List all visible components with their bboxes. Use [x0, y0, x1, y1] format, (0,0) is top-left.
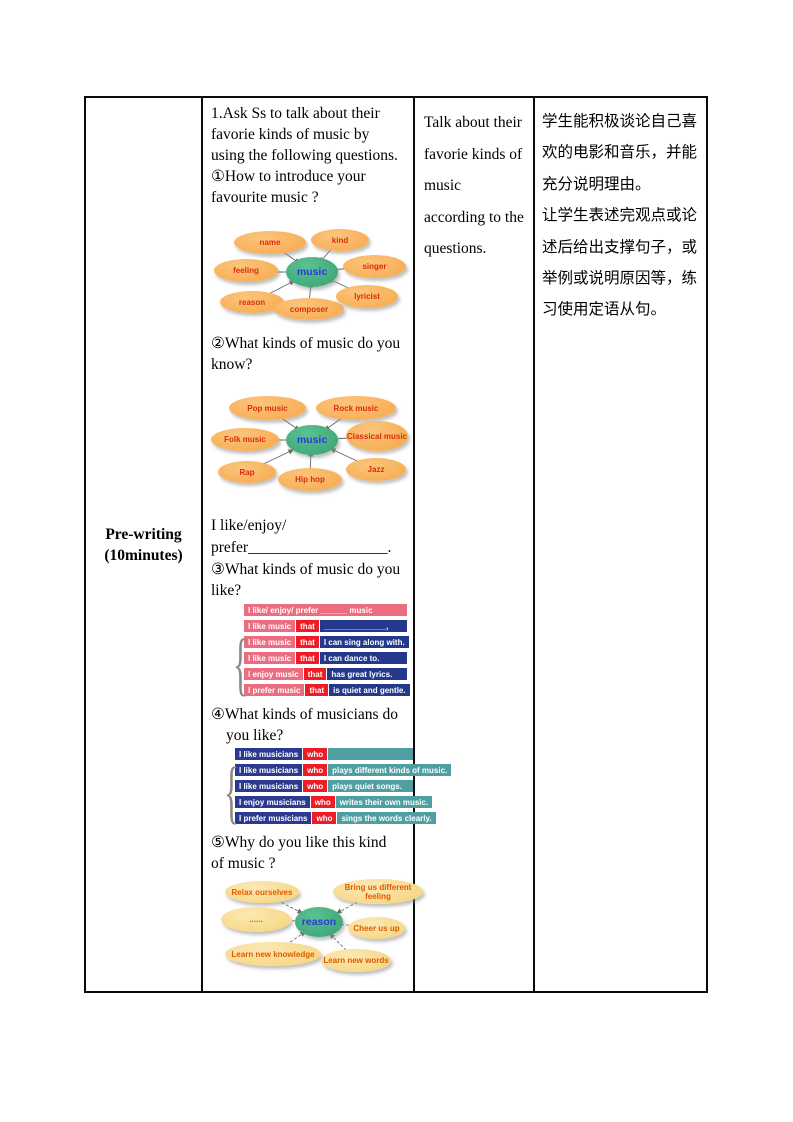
stage-cell: Pre-writing (10minutes) — [86, 98, 203, 991]
sentence-bar: I like music that ______________, — [244, 620, 407, 632]
mindmap-node: Rock music — [316, 396, 396, 420]
sentence-bar: I enjoy musicians who writes their own mus… — [235, 796, 433, 808]
mindmap-node: feeling — [214, 259, 278, 282]
mindmap-node: Rap — [218, 461, 276, 483]
activity-line: according to the — [424, 208, 524, 226]
left-brace: { — [224, 754, 240, 831]
sentence-bar: I like musicians who plays different kinds… — [235, 764, 452, 776]
mindmap-node: ...... — [221, 907, 291, 932]
mindmap-node: kind — [311, 229, 369, 251]
mindmap-node: Jazz — [346, 458, 406, 481]
musician-sentence-bars: { I like musicians who I like musicians wh… — [224, 748, 452, 828]
evaluation-line: 举例或说明原因等，练 — [542, 269, 698, 288]
lesson-plan-table: Pre-writing (10minutes) 1.Ask Ss to talk… — [84, 96, 708, 993]
sentence-starter: I like/enjoy/ prefer__________________. — [211, 515, 405, 559]
mindmap-node: singer — [343, 255, 406, 278]
mindmap-node: Classical music — [346, 421, 408, 451]
evaluation-line: 欢的电影和音乐，并能 — [542, 143, 698, 162]
mindmap-center-node: music — [286, 257, 338, 287]
question-5-line2: of music ? — [211, 855, 276, 872]
mindmap-node: Relax ourselves — [225, 881, 299, 903]
stage-duration: (10minutes) — [104, 546, 183, 564]
activity-line: questions. — [424, 240, 487, 257]
sentence-bar: I like/ enjoy/ prefer ______ music — [244, 604, 407, 616]
question-1: ①How to introduce your favourite music ? — [211, 168, 366, 206]
mindmap-center-node: reason — [295, 907, 343, 937]
sentence-bar: I like music that I can sing along with. — [244, 636, 409, 648]
question-3: ③What kinds of music do you like? — [211, 561, 401, 599]
left-brace: { — [233, 626, 249, 703]
procedure-intro: 1.Ask Ss to talk about their favorie kin… — [211, 105, 398, 164]
mindmap-node: Cheer us up — [348, 917, 405, 939]
sentence-bar: I like musicians who — [235, 748, 413, 760]
evaluation-cell: 学生能积极谈论自己喜 欢的电影和音乐，并能 充分说明理由。 让学生表述完观点或论… — [535, 98, 706, 991]
mindmap-node: Learn new words — [321, 949, 391, 972]
mindmap-node: Hip hop — [278, 468, 342, 491]
sentence-starter-line2: prefer__________________. — [211, 539, 392, 556]
sentence-bar: I like music that I can dance to. — [244, 652, 407, 664]
question-5-line1: ⑤Why do you like this kind — [211, 834, 387, 851]
mindmap-node: name — [234, 231, 306, 254]
activity-cell: Talk about their favorie kinds of music … — [415, 98, 535, 991]
evaluation-line: 述后给出支撑句子，或 — [542, 237, 698, 256]
procedure-cell: 1.Ask Ss to talk about their favorie kin… — [203, 98, 452, 991]
question-4-line2: you like? — [226, 727, 284, 744]
music-sentence-bars: { I like/ enjoy/ prefer ______ music I l… — [233, 604, 410, 700]
mindmap-node: lyricist — [336, 285, 398, 308]
sentence-bar: I enjoy music that has great lyrics. — [244, 668, 407, 680]
question-2: ②What kinds of music do you know? — [211, 335, 401, 373]
activity-line: favorie kinds of — [424, 145, 523, 163]
reason-mindmap: Relax ourselves Bring us different feeli… — [213, 879, 423, 984]
evaluation-line: 习使用定语从句。 — [542, 300, 667, 319]
activity-line: music — [424, 177, 462, 194]
question-5: ⑤Why do you like this kind of music ? — [211, 832, 405, 874]
mindmap-node: Pop music — [229, 396, 306, 420]
evaluation-line: 让学生表述完观点或论 — [542, 206, 698, 225]
mindmap-node: Learn new knowledge — [225, 942, 321, 966]
question-4-line1: ④What kinds of musicians do — [211, 706, 398, 723]
sentence-bar: I prefer musicians who sings the words cle… — [235, 812, 436, 824]
mindmap-node: Folk music — [211, 428, 279, 451]
evaluation-line: 学生能积极谈论自己喜 — [542, 112, 698, 130]
evaluation-line: 充分说明理由。 — [542, 174, 651, 193]
stage-title: Pre-writing — [105, 525, 182, 543]
activity-line: Talk about their — [424, 114, 522, 131]
sentence-starter-line1: I like/enjoy/ — [211, 517, 287, 534]
mindmap-center-node: music — [286, 425, 338, 455]
mindmap-node: Bring us different feeling — [333, 879, 423, 904]
music-aspects-mindmap: name kind feeling music singer reason co… — [211, 228, 411, 331]
mindmap-node: reason — [220, 291, 284, 313]
question-4: ④What kinds of musicians do you like? — [211, 704, 405, 746]
sentence-bar: I like musicians who plays quiet songs. — [235, 780, 413, 792]
music-kinds-mindmap: Pop music Rock music Folk music music Cl… — [211, 388, 411, 501]
sentence-bar: I prefer music that is quiet and gentle. — [244, 684, 410, 696]
mindmap-node: composer — [274, 298, 344, 320]
